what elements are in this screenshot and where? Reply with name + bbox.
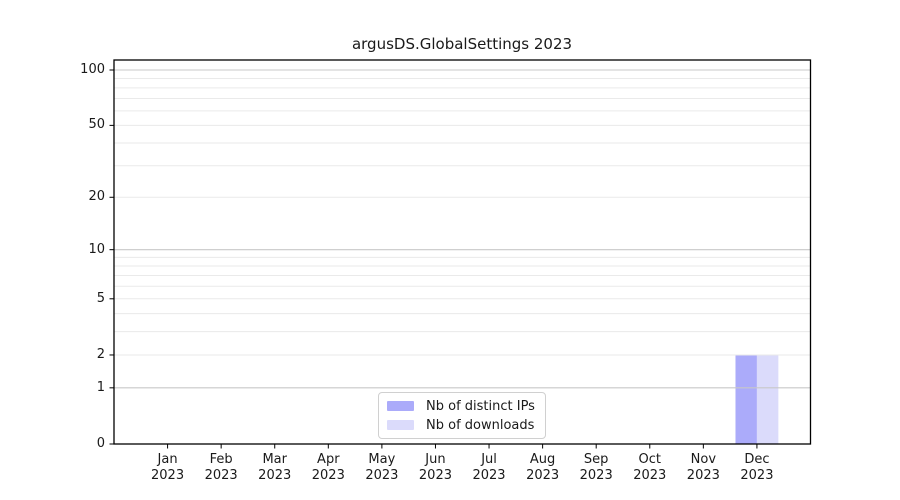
x-tick-label: Jun 2023 (418, 452, 452, 483)
x-tick-label: Aug 2023 (526, 452, 560, 483)
y-tick-label: 10 (88, 241, 105, 257)
y-tick-label: 2 (96, 346, 105, 362)
y-tick-label: 5 (96, 290, 105, 306)
y-tick-label: 50 (88, 117, 105, 133)
y-tick-label: 100 (80, 62, 105, 77)
x-tick-label: Feb 2023 (204, 452, 238, 483)
x-tick-label: Oct 2023 (633, 452, 667, 483)
x-tick-label: Nov 2023 (686, 452, 720, 483)
y-tick-label: 0 (96, 436, 105, 451)
x-tick-label: Jan 2023 (151, 452, 185, 483)
x-tick-label: Apr 2023 (311, 452, 345, 483)
y-tick-label: 1 (96, 379, 105, 395)
x-tick-label: Mar 2023 (258, 452, 292, 483)
legend-swatch-distinct-ips (387, 401, 414, 411)
legend-label-distinct-ips: Nb of distinct IPs (426, 398, 535, 414)
legend-item-distinct-ips: Nb of distinct IPs (387, 397, 535, 415)
y-tick-label: 20 (88, 189, 105, 205)
x-tick-label: May 2023 (365, 452, 399, 483)
x-tick-label: Sep 2023 (579, 452, 613, 483)
bar-distinct-ips (735, 354, 757, 444)
x-tick-label: Jul 2023 (472, 452, 506, 483)
legend-label-downloads: Nb of downloads (426, 417, 535, 433)
legend-swatch-downloads (387, 420, 414, 430)
legend: Nb of distinct IPs Nb of downloads (378, 392, 546, 439)
chart-title: argusDS.GlobalSettings 2023 (351, 35, 573, 53)
x-tick-label: Dec 2023 (740, 452, 774, 483)
bar-downloads (756, 354, 779, 444)
legend-item-downloads: Nb of downloads (387, 416, 535, 434)
plot-border (113, 59, 812, 445)
